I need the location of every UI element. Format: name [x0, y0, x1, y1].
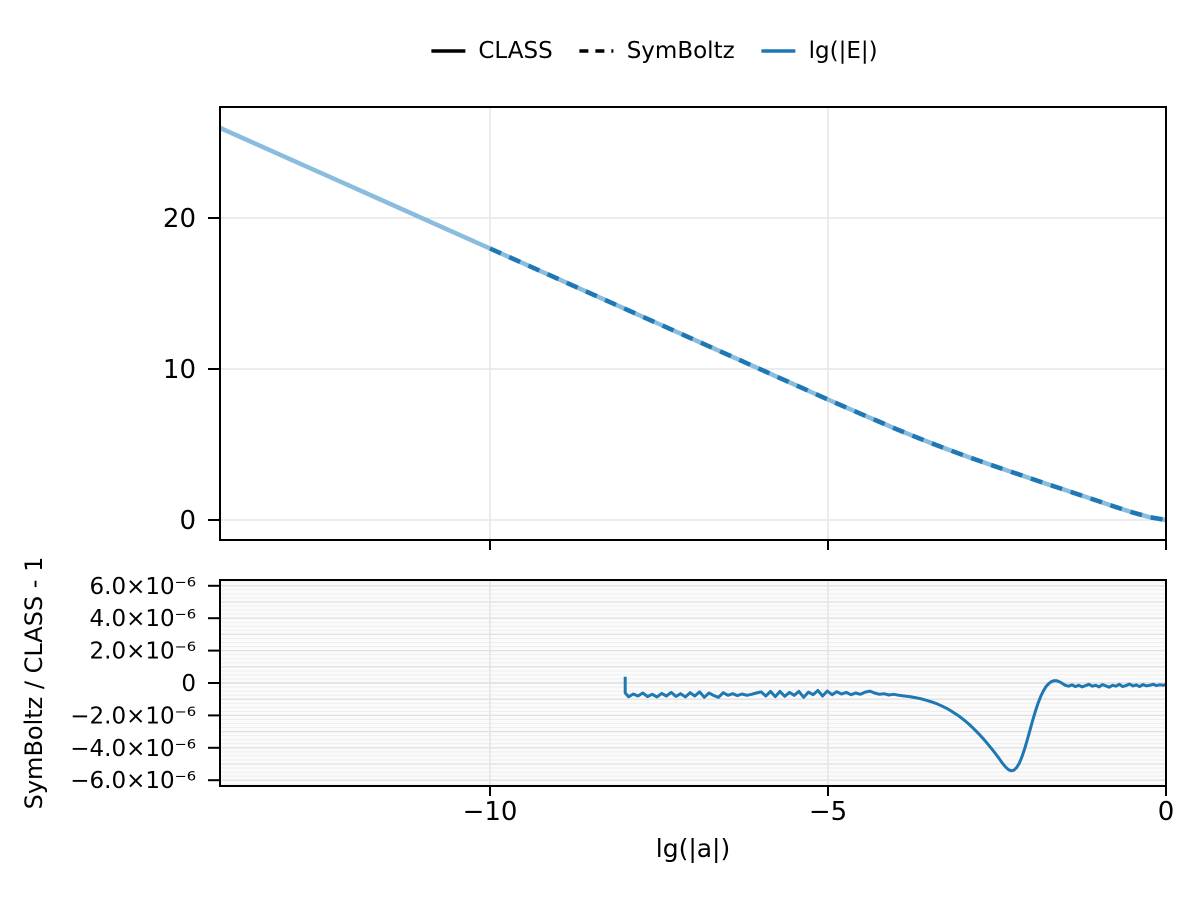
residual-ytick-label: 4.0×10⁻⁶ [90, 606, 196, 632]
legend-line-sample [761, 49, 796, 53]
x-axis-label: lg(|a|) [655, 834, 731, 863]
residual-y-axis-label: SymBoltz / CLASS - 1 [20, 556, 48, 810]
x-axis-tick-label: −5 [809, 797, 847, 827]
residual-ytick-label: −2.0×10⁻⁶ [70, 703, 196, 729]
legend-label: lg(|E|) [808, 38, 878, 64]
legend-item-symboltz: SymBoltz [579, 38, 735, 64]
main-ytick-label: 20 [163, 204, 196, 234]
main-panel-border [219, 106, 1167, 541]
legend-line-sample [431, 49, 466, 53]
main-panel: 0 10 20 [163, 106, 1167, 550]
residual-ytick-label: −6.0×10⁻⁶ [70, 768, 196, 794]
residual-panel: 6.0×10⁻⁶ 4.0×10⁻⁶ 2.0×10⁻⁶ 0 −2.0×10⁻⁶ −4.0×1… [70, 574, 1174, 827]
residual-ytick-label: 0 [181, 671, 196, 697]
legend-label: SymBoltz [626, 38, 735, 64]
main-panel-background [220, 107, 1166, 540]
symboltz-lgE-curve [489, 246, 1166, 523]
legend-line-sample [579, 49, 614, 53]
main-ytick-label: 0 [179, 506, 196, 536]
x-axis-tick-label: 0 [1158, 797, 1175, 827]
residual-ytick-label: 6.0×10⁻⁶ [90, 574, 196, 600]
residual-ytick-label: −4.0×10⁻⁶ [70, 736, 196, 762]
main-ytick-label: 10 [163, 355, 196, 385]
legend-item-class: CLASS [430, 38, 553, 64]
legend-label: CLASS [478, 38, 553, 64]
legend: CLASS SymBoltz lg(|E|) [430, 30, 878, 72]
residual-curve [623, 676, 1166, 773]
residual-ytick-label: 2.0×10⁻⁶ [90, 639, 196, 665]
legend-item-lg-e-: lg(|E|) [761, 38, 878, 64]
x-axis-tick-label: −10 [463, 797, 518, 827]
